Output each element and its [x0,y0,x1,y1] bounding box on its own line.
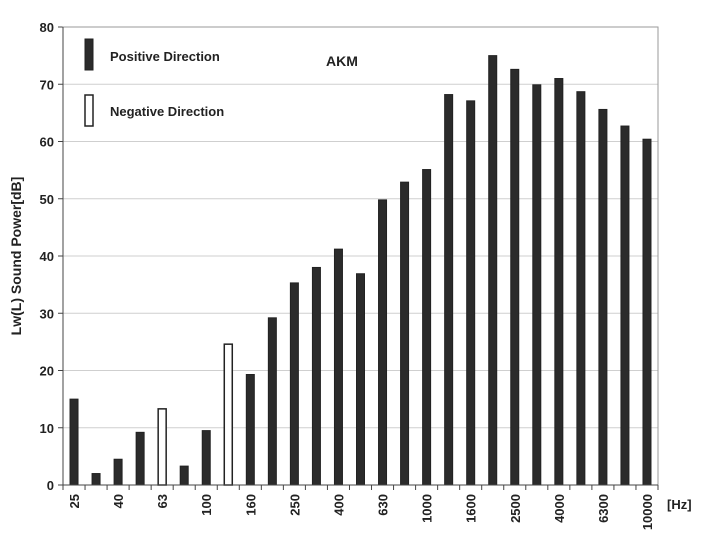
y-axis-label: Lw(L) Sound Power[dB] [8,177,24,336]
bar-positive-4000 [555,79,563,485]
x-tick-label: 6300 [596,494,611,523]
x-tick-label: 160 [243,494,258,516]
bar-positive-250 [290,283,298,485]
bar-positive-25 [70,399,78,485]
x-tick-label: 63 [155,494,170,508]
bar-positive-800 [401,182,409,485]
y-tick-label: 40 [40,249,54,264]
y-tick-label: 50 [40,192,54,207]
y-tick-label: 20 [40,364,54,379]
x-tick-label: 1000 [420,494,435,523]
chart-title: AKM [326,53,358,69]
bars [70,56,651,485]
y-tick-label: 60 [40,135,54,150]
bar-positive-2500 [511,69,519,485]
legend-label-positive: Positive Direction [110,49,220,64]
x-tick-label: 250 [287,494,302,516]
legend-swatch-positive [85,39,93,70]
legend-swatch-negative [85,95,93,126]
bar-positive-6300 [599,109,607,485]
x-tick-label: 400 [331,494,346,516]
legend-label-negative: Negative Direction [110,104,224,119]
bar-positive-1250 [445,95,453,485]
bar-positive-100 [202,431,210,485]
x-tick-label: 1600 [464,494,479,523]
y-tick-label: 0 [47,478,54,493]
x-tick-label: 2500 [508,494,523,523]
legend: Positive Direction Negative Direction [85,39,224,126]
bar-positive-2000 [489,56,497,485]
bar-positive-5000 [577,92,585,485]
x-tick-label: 630 [376,494,391,516]
bar-positive-40 [114,459,122,485]
bar-negative-125 [224,344,232,485]
x-tick-label: 40 [111,494,126,508]
bar-positive-160 [246,375,254,485]
y-tick-label: 30 [40,306,54,321]
x-tick-label: 25 [67,494,82,508]
x-tick-label: 10000 [640,494,655,530]
y-tick-label: 80 [40,20,54,35]
bar-positive-8000 [621,126,629,485]
bar-positive-31.5 [92,474,100,485]
x-axis-unit: [Hz] [667,497,692,512]
bar-positive-400 [334,249,342,485]
bar-positive-80 [180,466,188,485]
bar-negative-63 [158,409,166,485]
y-tick-label: 70 [40,77,54,92]
bar-positive-10000 [643,139,651,485]
x-tick-label: 4000 [552,494,567,523]
bar-positive-315 [312,267,320,485]
bar-positive-630 [379,200,387,485]
bar-positive-200 [268,318,276,485]
bar-positive-500 [357,274,365,485]
bar-positive-3150 [533,85,541,485]
bar-positive-50 [136,432,144,485]
bar-positive-1000 [423,170,431,485]
x-tick-label: 100 [199,494,214,516]
bar-positive-1600 [467,101,475,485]
y-tick-label: 10 [40,421,54,436]
